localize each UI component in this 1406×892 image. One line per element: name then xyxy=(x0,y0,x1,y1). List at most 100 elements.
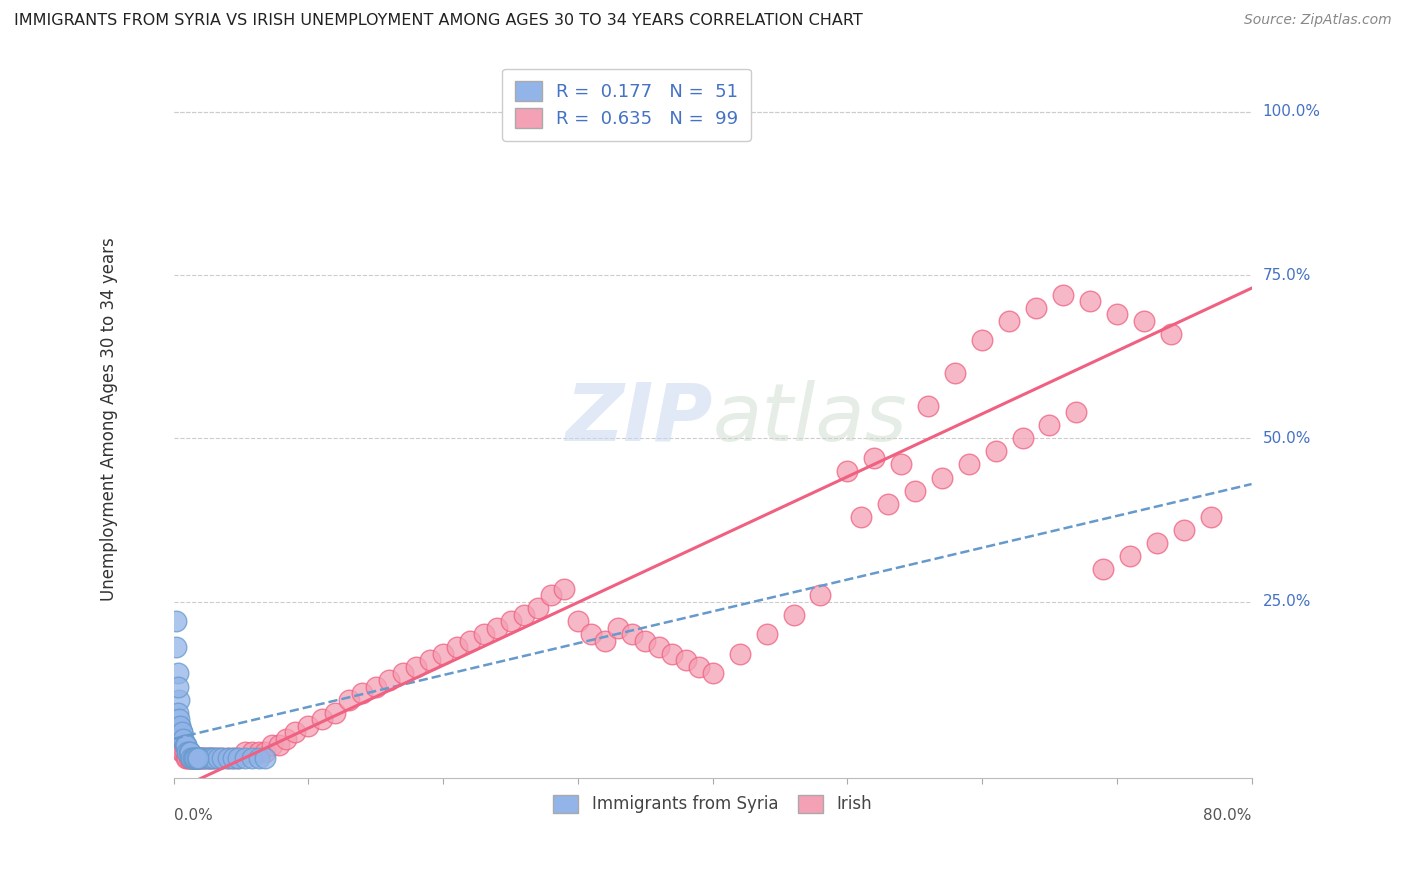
Point xyxy=(849,509,872,524)
Point xyxy=(202,751,225,765)
Point xyxy=(170,745,193,759)
Point xyxy=(943,366,966,380)
Point xyxy=(180,751,202,765)
Point xyxy=(172,745,194,759)
Point xyxy=(553,582,575,596)
Point xyxy=(188,751,211,765)
Point xyxy=(247,745,270,759)
Point xyxy=(184,751,207,765)
Point xyxy=(458,633,481,648)
Point xyxy=(170,725,193,739)
Point xyxy=(180,751,202,765)
Text: 25.0%: 25.0% xyxy=(1263,594,1310,609)
Point xyxy=(1078,294,1101,309)
Point xyxy=(228,751,250,765)
Point xyxy=(593,633,616,648)
Point xyxy=(364,680,387,694)
Legend: Immigrants from Syria, Irish: Immigrants from Syria, Irish xyxy=(547,788,879,820)
Point xyxy=(181,751,204,765)
Point xyxy=(187,751,209,765)
Point xyxy=(186,751,208,765)
Point xyxy=(661,647,683,661)
Point xyxy=(228,751,250,765)
Point xyxy=(526,601,548,615)
Point xyxy=(957,458,980,472)
Point xyxy=(173,739,195,753)
Point xyxy=(998,314,1021,328)
Point xyxy=(1105,307,1128,321)
Text: atlas: atlas xyxy=(713,380,907,458)
Point xyxy=(297,719,319,733)
Point xyxy=(1133,314,1156,328)
Point xyxy=(540,588,562,602)
Point xyxy=(1119,549,1142,563)
Point xyxy=(391,666,413,681)
Point xyxy=(169,719,191,733)
Point xyxy=(176,745,198,759)
Point xyxy=(262,739,284,753)
Text: 0.0%: 0.0% xyxy=(174,808,212,823)
Text: 50.0%: 50.0% xyxy=(1263,431,1310,446)
Point xyxy=(499,614,522,628)
Point xyxy=(166,680,188,694)
Point xyxy=(207,751,229,765)
Text: 80.0%: 80.0% xyxy=(1204,808,1251,823)
Text: Unemployment Among Ages 30 to 34 years: Unemployment Among Ages 30 to 34 years xyxy=(100,237,118,600)
Point xyxy=(972,334,994,348)
Point xyxy=(1025,301,1047,315)
Point xyxy=(177,745,200,759)
Point xyxy=(193,751,215,765)
Point xyxy=(200,751,222,765)
Point xyxy=(240,751,263,765)
Point xyxy=(190,751,212,765)
Point xyxy=(247,751,270,765)
Point xyxy=(1160,326,1182,341)
Point xyxy=(728,647,751,661)
Point xyxy=(378,673,401,687)
Point xyxy=(190,751,212,765)
Point xyxy=(917,399,939,413)
Point xyxy=(446,640,468,655)
Point xyxy=(254,751,277,765)
Point xyxy=(267,739,290,753)
Point xyxy=(984,444,1007,458)
Point xyxy=(172,731,194,746)
Point xyxy=(863,450,886,465)
Point xyxy=(217,751,239,765)
Point xyxy=(179,745,201,759)
Point xyxy=(233,751,256,765)
Point xyxy=(200,751,222,765)
Point xyxy=(254,745,277,759)
Point xyxy=(337,692,360,706)
Point xyxy=(173,745,195,759)
Point xyxy=(567,614,589,628)
Point xyxy=(702,666,724,681)
Point xyxy=(165,640,187,655)
Point xyxy=(472,627,495,641)
Point xyxy=(274,731,297,746)
Point xyxy=(193,751,215,765)
Point xyxy=(172,731,194,746)
Point xyxy=(166,666,188,681)
Point xyxy=(890,458,912,472)
Point xyxy=(211,751,233,765)
Point xyxy=(581,627,603,641)
Point xyxy=(173,739,195,753)
Point xyxy=(177,751,200,765)
Point xyxy=(181,751,204,765)
Point xyxy=(486,621,509,635)
Point xyxy=(1038,418,1060,433)
Point xyxy=(188,751,211,765)
Point xyxy=(233,745,256,759)
Point xyxy=(195,751,218,765)
Point xyxy=(1199,509,1222,524)
Point xyxy=(183,751,205,765)
Point xyxy=(1146,536,1168,550)
Point xyxy=(240,745,263,759)
Text: 100.0%: 100.0% xyxy=(1263,104,1320,120)
Point xyxy=(167,692,190,706)
Point xyxy=(169,719,191,733)
Point xyxy=(166,706,188,720)
Point xyxy=(183,751,205,765)
Point xyxy=(755,627,778,641)
